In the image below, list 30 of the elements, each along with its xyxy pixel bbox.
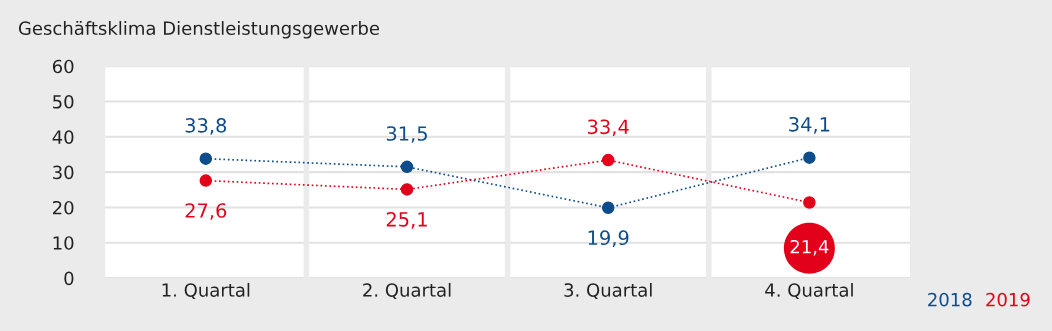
y-tick-label: 10 bbox=[53, 236, 74, 250]
x-tick-label: 3. Quartal bbox=[564, 282, 652, 299]
text: 2018 bbox=[928, 292, 972, 307]
data-label: 19,9 bbox=[588, 230, 629, 248]
point bbox=[400, 160, 414, 174]
y-tick-label: 0 bbox=[64, 271, 74, 286]
point bbox=[601, 201, 615, 215]
chart-title: Geschäftsklima Dienstleistungsgewerbe bbox=[18, 21, 380, 39]
data-label: 25,1 bbox=[386, 211, 427, 229]
y-tick-label: 40 bbox=[52, 130, 74, 144]
x-tick-label: 2. Quartal bbox=[363, 282, 451, 299]
y-tick-label: 60 bbox=[52, 59, 74, 74]
data-label: 33,4 bbox=[588, 119, 629, 137]
point bbox=[199, 152, 213, 165]
y-tick-label: 50 bbox=[53, 94, 74, 109]
point bbox=[400, 183, 414, 196]
data-label: 31,5 bbox=[386, 126, 427, 143]
data-label: 21,4 bbox=[790, 239, 829, 256]
y-tick-label: 30 bbox=[53, 165, 74, 180]
point bbox=[803, 151, 816, 164]
point bbox=[601, 153, 615, 167]
text: 2019 bbox=[986, 292, 1030, 307]
x-tick-label: 1. Quartal bbox=[162, 282, 250, 299]
point bbox=[803, 196, 816, 209]
x-tick-label: 4. Quartal bbox=[765, 282, 853, 299]
y-tick-label: 20 bbox=[52, 200, 74, 215]
data-label: 34,1 bbox=[789, 116, 830, 134]
data-label: 33,8 bbox=[185, 118, 227, 135]
point bbox=[199, 174, 213, 187]
data-label: 27,6 bbox=[185, 203, 227, 220]
